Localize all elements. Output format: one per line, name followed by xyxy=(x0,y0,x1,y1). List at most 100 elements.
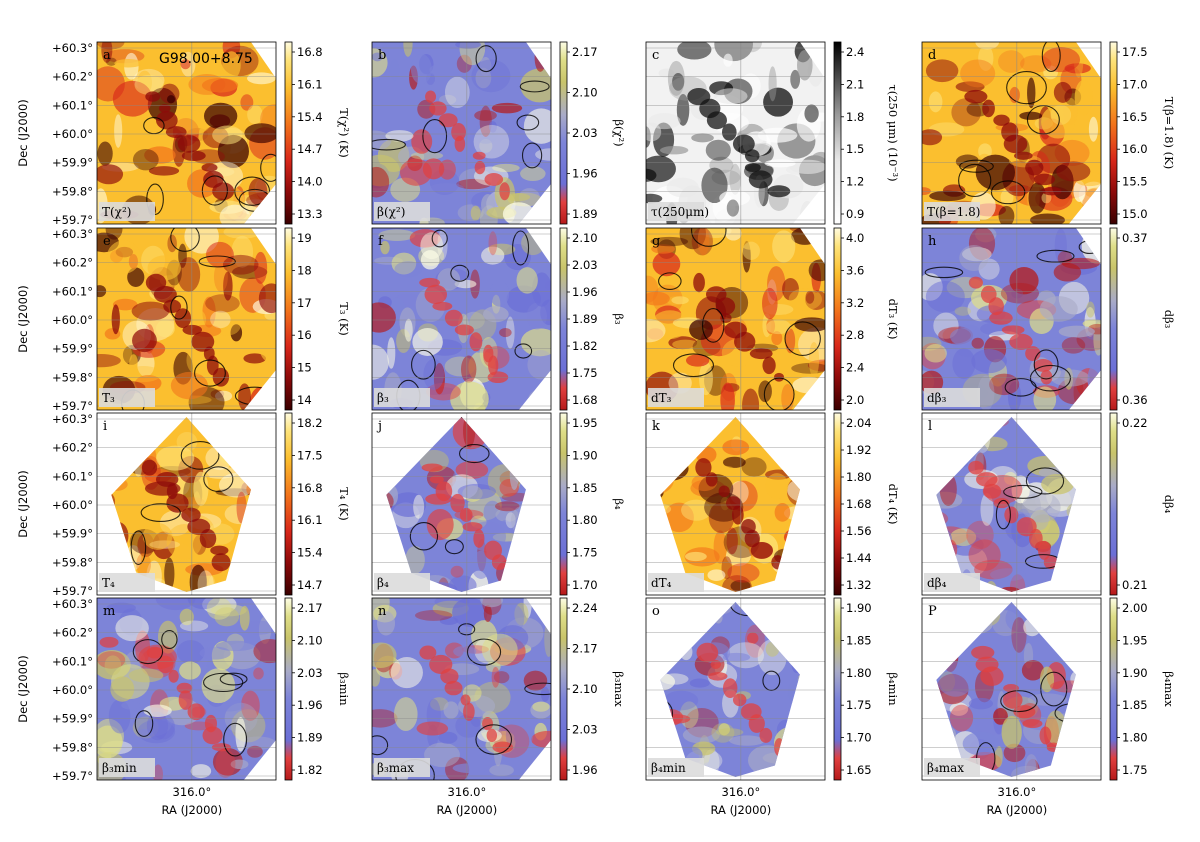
panel-inset-label: T(χ²) xyxy=(102,205,131,219)
colorbar-tick-label: 2.00 xyxy=(1122,601,1148,615)
panel-inset-label: β₃max xyxy=(377,761,414,775)
colorbar-tick-label: 1.82 xyxy=(297,763,323,777)
map-image xyxy=(372,228,551,410)
panel-frame xyxy=(96,597,277,781)
dec-tick-label: +59.9° xyxy=(52,156,93,170)
colorbar-tick-label: 1.96 xyxy=(572,285,598,299)
colorbar-tick-label: 2.17 xyxy=(572,642,598,656)
colorbar-tick-label: 16.1 xyxy=(297,77,323,91)
panel-letter: e xyxy=(103,234,111,249)
colorbar-tick-label: 3.2 xyxy=(846,296,864,310)
panel-j: j β₄ 1.95 1.90 1.85 1.80 1.75 1.70 β₄ xyxy=(371,412,626,596)
y-axis-label: Dec (J2000) xyxy=(16,470,30,538)
map-image xyxy=(660,417,800,592)
colorbar-tick-label: 14.0 xyxy=(297,175,323,189)
panel-c: c τ(250μm) 2.4 2.1 1.8 1.5 1.2 0.9 τ(250 μm) (10… xyxy=(645,41,900,225)
panel-inset-label: β₄max xyxy=(927,761,964,775)
panel-i: i T₄ 18.2 17.5 16.8 16.1 15.4 14.7 T₄ (K) xyxy=(96,412,351,596)
colorbar-tick-label: 2.10 xyxy=(572,682,598,696)
colorbar xyxy=(284,412,293,596)
dec-tick-label: +60.2° xyxy=(52,441,93,455)
colorbar-tick-label: 18 xyxy=(297,263,312,277)
colorbar-label: β₃min xyxy=(337,672,351,706)
panel-g: g dT₃ 4.0 3.6 3.2 2.8 2.4 2.0 dT₃ (K) xyxy=(645,227,900,411)
colorbar-label: β₄ xyxy=(612,498,626,510)
dec-tick-label: +60.3° xyxy=(52,41,93,55)
dec-tick-label: +60.0° xyxy=(52,683,93,697)
panel-frame xyxy=(921,412,1102,596)
colorbar-tick-label: 15.5 xyxy=(1122,175,1148,189)
colorbar-tick-label: 1.70 xyxy=(572,578,598,592)
colorbar xyxy=(559,597,568,781)
panel-frame xyxy=(96,227,277,411)
colorbar-tick-label: 15.4 xyxy=(297,110,323,124)
colorbar-label: dβ₄ xyxy=(1162,495,1176,514)
colorbar-tick-label: 13.3 xyxy=(297,207,323,221)
colorbar-tick-label: 17 xyxy=(297,296,312,310)
ra-tick-label: 316.0° xyxy=(998,785,1037,799)
panel-a: a T(χ²) G98.00+8.75 16.8 16.1 15.4 14.7 14.0 13.… xyxy=(96,41,351,225)
colorbar-tick-label: 15.4 xyxy=(297,546,323,560)
panel-inset-label: dβ₄ xyxy=(927,576,947,590)
colorbar-label: β₃max xyxy=(612,671,626,707)
colorbar-tick-label: 2.03 xyxy=(297,666,323,680)
panel-inset-label: β₃min xyxy=(102,761,137,775)
x-axis-label: RA (J2000) xyxy=(711,803,772,817)
colorbar-tick-label: 2.4 xyxy=(846,361,864,375)
colorbar-tick-label: 1.89 xyxy=(572,312,598,326)
y-axis-label: Dec (J2000) xyxy=(16,99,30,167)
dec-tick-label: +60.3° xyxy=(52,227,93,241)
colorbar-tick-label: 16.8 xyxy=(297,481,323,495)
colorbar-tick-label: 1.85 xyxy=(572,481,598,495)
ra-tick-label: 316.0° xyxy=(722,785,761,799)
colorbar-tick-label: 2.24 xyxy=(572,601,598,615)
colorbar xyxy=(559,227,568,411)
panel-inset-label: β₄min xyxy=(651,761,686,775)
dec-tick-label: +59.9° xyxy=(52,712,93,726)
dec-tick-label: +60.1° xyxy=(52,284,93,298)
colorbar-tick-label: 2.03 xyxy=(572,258,598,272)
colorbar-tick-label: 2.04 xyxy=(846,416,872,430)
colorbar xyxy=(833,41,842,225)
panel-inset-label: β₃ xyxy=(377,391,389,405)
panel-frame xyxy=(371,412,552,596)
colorbar-tick-label: 16.1 xyxy=(297,513,323,527)
colorbar-label: T(χ²) (K) xyxy=(337,108,351,157)
colorbar xyxy=(284,227,293,411)
panel-inset-label: τ(250μm) xyxy=(651,205,709,219)
colorbar-tick-label: 1.90 xyxy=(1122,666,1148,680)
colorbar-tick-label: 2.8 xyxy=(846,328,864,342)
dec-tick-label: +60.1° xyxy=(52,469,93,483)
colorbar-tick-label: 1.80 xyxy=(1122,731,1148,745)
axes-labels: +60.3° +60.2° +60.1° +60.0° +59.9° +59.8° +59.… xyxy=(16,41,1047,817)
panel-inset-label: T₃ xyxy=(102,391,115,405)
dec-tick-label: +59.7° xyxy=(52,213,93,227)
panel-frame xyxy=(921,41,1102,225)
colorbar-tick-label: 2.03 xyxy=(572,723,598,737)
colorbar-tick-label: 1.75 xyxy=(572,546,598,560)
panel-frame xyxy=(921,597,1102,781)
colorbar-tick-label: 16.5 xyxy=(1122,110,1148,124)
colorbar xyxy=(1109,227,1118,411)
colorbar-tick-label: 15.0 xyxy=(1122,207,1148,221)
colorbar-tick-label: 14.7 xyxy=(297,578,323,592)
panel-e: e T₃ 19 18 17 16 15 14 T₃ (K) xyxy=(96,227,351,411)
dec-tick-label: +60.3° xyxy=(52,412,93,426)
panel-frame xyxy=(645,412,826,596)
panel-frame xyxy=(645,227,826,411)
map-image xyxy=(646,42,825,224)
panel-letter: o xyxy=(652,604,660,619)
panel-letter: d xyxy=(928,48,936,63)
colorbar-tick-label: 1.96 xyxy=(572,167,598,181)
panel-inset-label: β(χ²) xyxy=(377,205,405,219)
colorbar-tick-label: 1.65 xyxy=(846,763,872,777)
y-axis-label: Dec (J2000) xyxy=(16,655,30,723)
colorbar-tick-label: 1.80 xyxy=(846,666,872,680)
dec-tick-label: +59.9° xyxy=(52,527,93,541)
colorbar-tick-label: 1.68 xyxy=(572,393,598,407)
dec-tick-label: +60.2° xyxy=(52,70,93,84)
colorbar-tick-label: 17.5 xyxy=(297,448,323,462)
colorbar-tick-label: 1.80 xyxy=(846,470,872,484)
